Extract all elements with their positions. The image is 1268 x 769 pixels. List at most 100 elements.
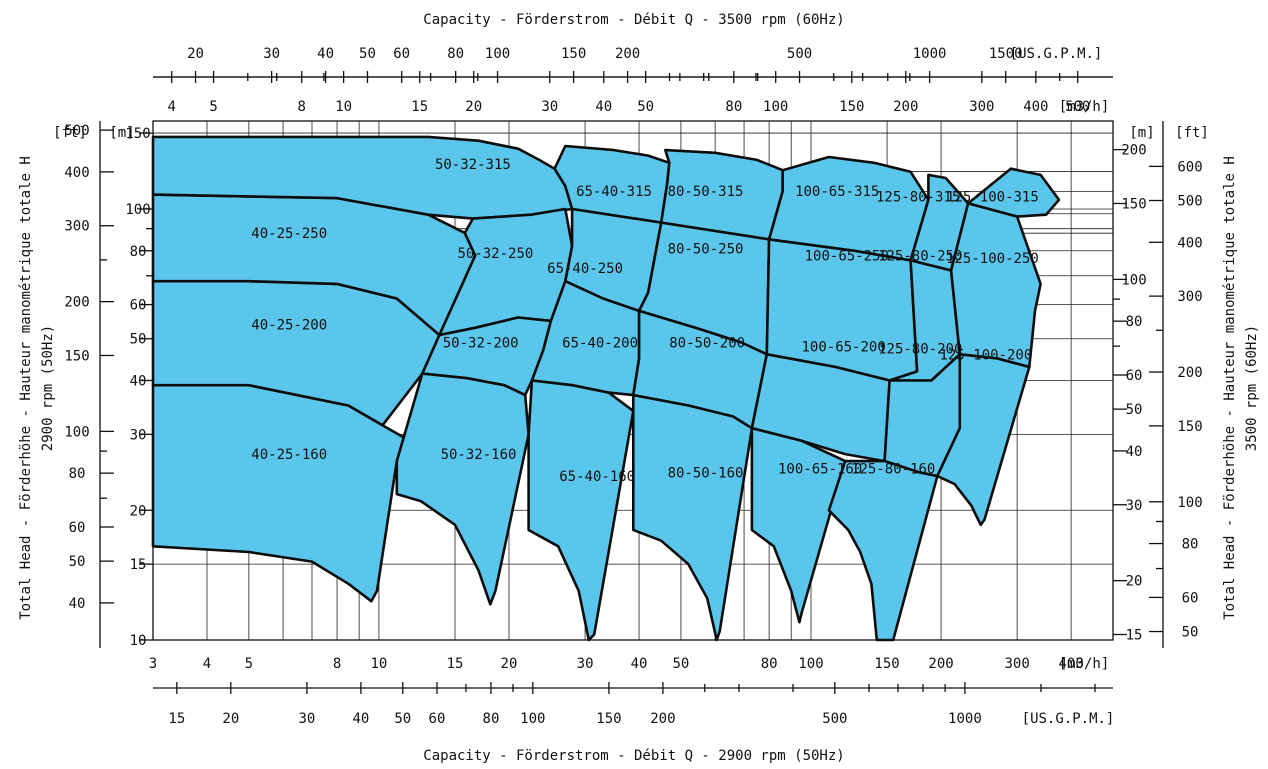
region-label-40-25-250: 40-25-250	[251, 226, 327, 242]
bottom-usgpm-tick-label: 150	[596, 711, 621, 727]
region-label-125-80-315: 125-80-315	[876, 189, 960, 205]
right-m-tick-label: 40	[1126, 444, 1143, 460]
left-m-tick-label: 15	[130, 557, 147, 573]
top-usgpm-tick-label: 20	[187, 46, 204, 62]
top-usgpm-tick-label: 40	[317, 46, 334, 62]
region-label-65-40-160: 65-40-160	[559, 469, 635, 485]
chart-title-bottom: Capacity - Förderstrom - Débit Q - 2900 …	[423, 748, 844, 764]
left-ft-tick-label: 300	[64, 219, 89, 235]
region-label-40-25-160: 40-25-160	[251, 447, 327, 463]
unit-bottom-usgpm: [US.G.P.M.]	[1022, 711, 1115, 727]
left-m-tick-label: 40	[130, 374, 147, 390]
right-ft-tick-label: 150	[1177, 419, 1202, 435]
left-m-tick-label: 60	[130, 298, 147, 314]
region-label-80-50-200: 80-50-200	[669, 336, 745, 352]
top-usgpm-tick-label: 100	[485, 46, 510, 62]
chart-title-top: Capacity - Förderstrom - Débit Q - 3500 …	[423, 12, 844, 28]
left-ft-tick-label: 150	[64, 348, 89, 364]
top-m3h-tick-label: 20	[465, 99, 482, 115]
unit-top-usgpm: [US.G.P.M.]	[1010, 46, 1103, 62]
y-axis-subtitle-left: 2900 rpm (50Hz)	[40, 325, 56, 451]
right-ft-tick-label: 400	[1177, 235, 1202, 251]
right-m-tick-label: 30	[1126, 498, 1143, 514]
left-m-tick-label: 150	[125, 126, 150, 142]
top-m3h-tick-label: 80	[725, 99, 742, 115]
bottom-usgpm-tick-label: 15	[168, 711, 185, 727]
bottom-usgpm-tick-label: 1000	[948, 711, 982, 727]
top-usgpm-tick-label: 30	[263, 46, 280, 62]
top-m3h-tick-label: 5	[209, 99, 217, 115]
top-m3h-tick-label: 4	[167, 99, 175, 115]
region-label-50-32-200: 50-32-200	[443, 336, 519, 352]
unit-bottom-m3h: [m3/h]	[1059, 656, 1110, 672]
bottom-m3h-tick-label: 400	[1058, 656, 1083, 672]
region-label-125-100-200: 125-100-200	[940, 347, 1033, 363]
left-ft-tick-label: 500	[64, 123, 89, 139]
left-ft-tick-label: 40	[69, 596, 86, 612]
top-m3h-tick-label: 300	[969, 99, 994, 115]
region-100-65-160	[750, 426, 847, 624]
region-label-125-100-250: 125-100-250	[946, 251, 1039, 267]
top-usgpm-tick-label: 60	[393, 46, 410, 62]
right-ft-tick-label: 60	[1182, 590, 1199, 606]
region-label-125-80-160: 125-80-160	[851, 461, 935, 477]
right-ft-tick-label: 80	[1182, 537, 1199, 553]
bottom-usgpm-tick-label: 40	[352, 711, 369, 727]
top-m3h-tick-label: 30	[541, 99, 558, 115]
region-label-100-65-200: 100-65-200	[801, 339, 885, 355]
pump-regions: 40-25-160 40-25-200 40-25-250 50-32-315 50-3…	[151, 135, 1061, 642]
bottom-m3h-tick-label: 50	[672, 656, 689, 672]
region-label-65-40-250: 65-40-250	[547, 261, 623, 277]
right-m-tick-label: 80	[1126, 314, 1143, 330]
y-axis-subtitle-right: 3500 rpm (60Hz)	[1244, 325, 1260, 451]
region-label-65-40-200: 65-40-200	[562, 336, 638, 352]
region-125-100-200	[936, 353, 1031, 527]
bottom-m3h-tick-label: 5	[245, 656, 253, 672]
right-ft-tick-label: 100	[1177, 495, 1202, 511]
region-label-80-50-160: 80-50-160	[668, 465, 744, 481]
bottom-m3h-tick-label: 300	[1004, 656, 1029, 672]
region-label-65-40-315: 65-40-315	[576, 184, 652, 200]
bottom-usgpm-tick-label: 500	[822, 711, 847, 727]
bottom-m3h-tick-label: 4	[203, 656, 211, 672]
bottom-m3h-tick-label: 200	[928, 656, 953, 672]
right-m-tick-label: 150	[1121, 196, 1146, 212]
region-125-100-250	[949, 202, 1042, 369]
region-label-50-32-160: 50-32-160	[441, 447, 517, 463]
left-m-tick-label: 30	[130, 427, 147, 443]
right-m-tick-label: 20	[1126, 574, 1143, 590]
unit-right-ft: [ft]	[1175, 125, 1209, 141]
top-m3h-tick-label: 40	[595, 99, 612, 115]
right-ft-tick-label: 50	[1182, 625, 1199, 641]
region-label-50-32-315: 50-32-315	[435, 157, 511, 173]
bottom-m3h-tick-label: 3	[149, 656, 157, 672]
bottom-usgpm-tick-label: 80	[483, 711, 500, 727]
bottom-usgpm-tick-label: 50	[394, 711, 411, 727]
left-m-tick-label: 20	[130, 503, 147, 519]
top-m3h-tick-label: 100	[763, 99, 788, 115]
region-label-100-65-315: 100-65-315	[795, 184, 879, 200]
bottom-m3h-tick-label: 10	[370, 656, 387, 672]
left-m-tick-label: 100	[125, 202, 150, 218]
region-label-125-80-250: 125-80-250	[878, 248, 962, 264]
bottom-usgpm-tick-label: 30	[298, 711, 315, 727]
region-label-125-80-200: 125-80-200	[878, 341, 962, 357]
bottom-m3h-tick-label: 40	[631, 656, 648, 672]
right-m-tick-label: 15	[1126, 628, 1143, 644]
left-ft-tick-label: 60	[69, 520, 86, 536]
bottom-m3h-tick-label: 15	[447, 656, 464, 672]
region-label-80-50-315: 80-50-315	[668, 184, 744, 200]
bottom-m3h-tick-label: 150	[874, 656, 899, 672]
bottom-m3h-tick-label: 80	[761, 656, 778, 672]
right-m-tick-label: 60	[1126, 368, 1143, 384]
left-ft-tick-label: 100	[64, 424, 89, 440]
top-m3h-tick-label: 200	[893, 99, 918, 115]
top-usgpm-tick-label: 50	[359, 46, 376, 62]
bottom-usgpm-tick-label: 60	[429, 711, 446, 727]
bottom-m3h-tick-label: 100	[798, 656, 823, 672]
right-ft-tick-label: 500	[1177, 194, 1202, 210]
left-m-tick-label: 10	[130, 633, 147, 649]
top-m3h-tick-label: 15	[411, 99, 428, 115]
top-usgpm-tick-label: 150	[561, 46, 586, 62]
bottom-m3h-tick-label: 30	[577, 656, 594, 672]
